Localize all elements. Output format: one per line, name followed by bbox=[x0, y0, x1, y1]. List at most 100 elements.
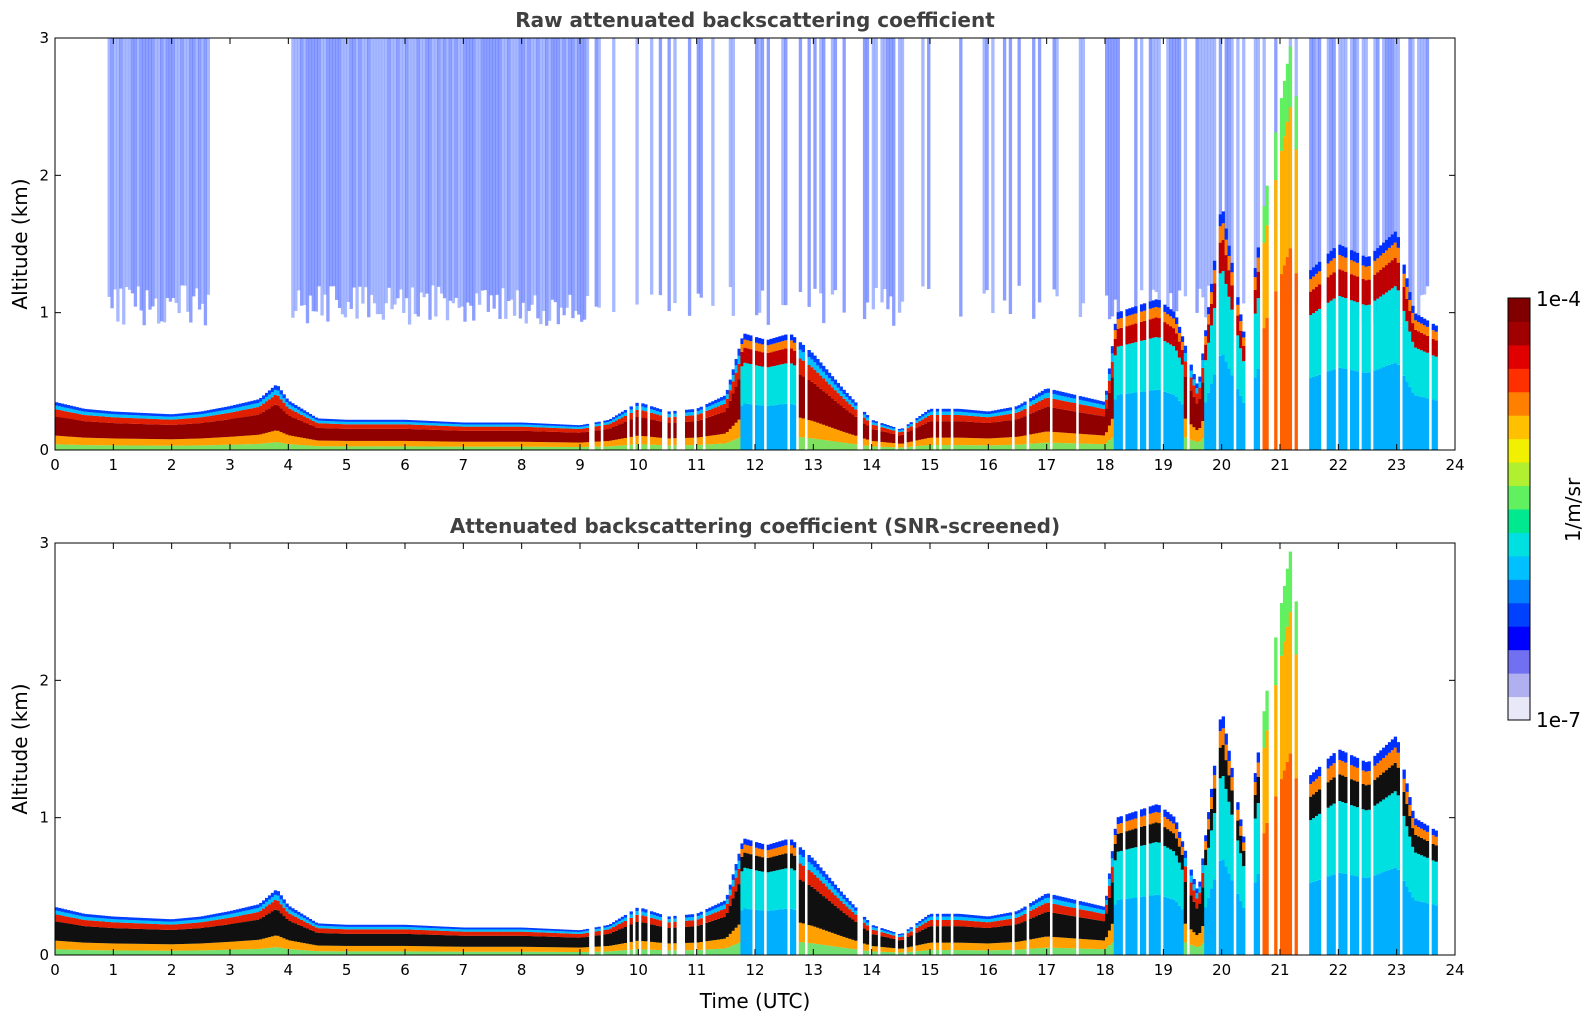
backscatter-cell bbox=[1201, 382, 1205, 422]
backscatter-cell bbox=[1105, 442, 1109, 450]
backscatter-cell bbox=[174, 944, 178, 951]
backscatter-cell bbox=[976, 918, 980, 922]
backscatter-cell bbox=[90, 445, 94, 450]
backscatter-cell bbox=[72, 911, 76, 915]
backscatter-cell bbox=[833, 428, 838, 442]
backscatter-cell bbox=[658, 917, 663, 921]
backscatter-cell bbox=[1131, 342, 1135, 393]
backscatter-cell bbox=[615, 439, 619, 446]
noise-column bbox=[897, 38, 902, 313]
backscatter-cell bbox=[1332, 803, 1336, 875]
backscatter-cell bbox=[944, 916, 948, 920]
backscatter-cell bbox=[1434, 356, 1438, 401]
backscatter-cell bbox=[1107, 897, 1112, 931]
backscatter-cell bbox=[658, 914, 663, 918]
backscatter-cell bbox=[227, 409, 231, 413]
backscatter-cell bbox=[845, 443, 849, 450]
backscatter-cell bbox=[792, 342, 797, 351]
backscatter-cell bbox=[1341, 802, 1345, 874]
backscatter-cell bbox=[165, 921, 170, 925]
backscatter-cell bbox=[162, 944, 167, 951]
backscatter-cell bbox=[460, 424, 464, 427]
backscatter-cell bbox=[851, 919, 855, 940]
noise-column bbox=[370, 38, 374, 295]
backscatter-cell bbox=[1107, 440, 1112, 450]
backscatter-cell bbox=[927, 914, 931, 918]
backscatter-cell bbox=[270, 902, 275, 912]
backscatter-cell bbox=[247, 913, 251, 922]
backscatter-cell bbox=[235, 941, 240, 950]
backscatter-cell bbox=[927, 421, 931, 438]
backscatter-cell bbox=[367, 924, 371, 927]
backscatter-cell bbox=[1210, 888, 1214, 955]
backscatter-cell bbox=[720, 902, 724, 906]
backscatter-cell bbox=[1350, 250, 1354, 261]
backscatter-cell bbox=[571, 432, 575, 443]
backscatter-cell bbox=[1329, 875, 1333, 955]
backscatter-cell bbox=[1037, 396, 1042, 402]
backscatter-cell bbox=[918, 926, 922, 932]
backscatter-cell bbox=[413, 951, 418, 955]
backscatter-cell bbox=[364, 924, 368, 927]
backscatter-cell bbox=[1142, 391, 1147, 450]
backscatter-cell bbox=[851, 399, 855, 403]
backscatter-cell bbox=[507, 951, 511, 955]
backscatter-cell bbox=[113, 417, 117, 424]
backscatter-cell bbox=[530, 946, 534, 952]
backscatter-cell bbox=[370, 440, 374, 447]
backscatter-cell bbox=[250, 913, 254, 921]
backscatter-cell bbox=[708, 940, 712, 950]
backscatter-cell bbox=[492, 951, 496, 955]
backscatter-cell bbox=[477, 927, 482, 930]
backscatter-cell bbox=[1379, 255, 1383, 270]
backscatter-cell bbox=[982, 438, 986, 446]
backscatter-cell bbox=[1043, 894, 1048, 899]
backscatter-cell bbox=[1364, 810, 1368, 878]
backscatter-cell bbox=[725, 899, 730, 904]
backscatter-cell bbox=[1230, 285, 1234, 310]
backscatter-cell bbox=[107, 445, 111, 450]
backscatter-cell bbox=[431, 421, 435, 424]
backscatter-cell bbox=[1180, 364, 1185, 405]
backscatter-cell bbox=[125, 412, 129, 415]
backscatter-cell bbox=[1195, 898, 1199, 909]
backscatter-cell bbox=[722, 938, 727, 949]
backscatter-cell bbox=[489, 430, 493, 442]
backscatter-cell bbox=[1183, 942, 1188, 955]
backscatter-cell bbox=[1414, 320, 1418, 330]
backscatter-cell bbox=[839, 405, 843, 431]
backscatter-cell bbox=[845, 948, 849, 955]
backscatter-cell bbox=[151, 920, 155, 924]
noise-column bbox=[300, 38, 304, 306]
backscatter-cell bbox=[63, 404, 68, 408]
backscatter-cell bbox=[865, 420, 870, 426]
backscatter-cell bbox=[737, 860, 741, 869]
backscatter-cell bbox=[827, 889, 832, 901]
backscatter-cell bbox=[1207, 307, 1211, 315]
backscatter-cell bbox=[119, 438, 123, 446]
backscatter-cell bbox=[297, 406, 301, 410]
backscatter-cell bbox=[142, 424, 146, 439]
backscatter-cell bbox=[329, 951, 333, 955]
backscatter-cell bbox=[970, 438, 975, 446]
backscatter-cell bbox=[927, 917, 931, 921]
backscatter-cell bbox=[405, 951, 409, 955]
backscatter-cell bbox=[722, 399, 727, 404]
backscatter-cell bbox=[154, 944, 158, 951]
backscatter-cell bbox=[530, 936, 534, 947]
backscatter-cell bbox=[195, 943, 199, 951]
backscatter-cell bbox=[1420, 323, 1424, 333]
backscatter-cell bbox=[1189, 424, 1193, 440]
backscatter-cell bbox=[180, 923, 184, 930]
backscatter-cell bbox=[845, 401, 849, 411]
backscatter-cell bbox=[827, 931, 832, 946]
backscatter-cell bbox=[119, 919, 123, 923]
backscatter-cell bbox=[743, 403, 747, 450]
backscatter-cell bbox=[924, 417, 928, 424]
backscatter-cell bbox=[1195, 403, 1199, 431]
backscatter-cell bbox=[1256, 257, 1260, 272]
backscatter-cell bbox=[845, 915, 849, 938]
backscatter-cell bbox=[125, 414, 129, 418]
backscatter-cell bbox=[157, 445, 161, 450]
backscatter-cell bbox=[886, 432, 890, 443]
